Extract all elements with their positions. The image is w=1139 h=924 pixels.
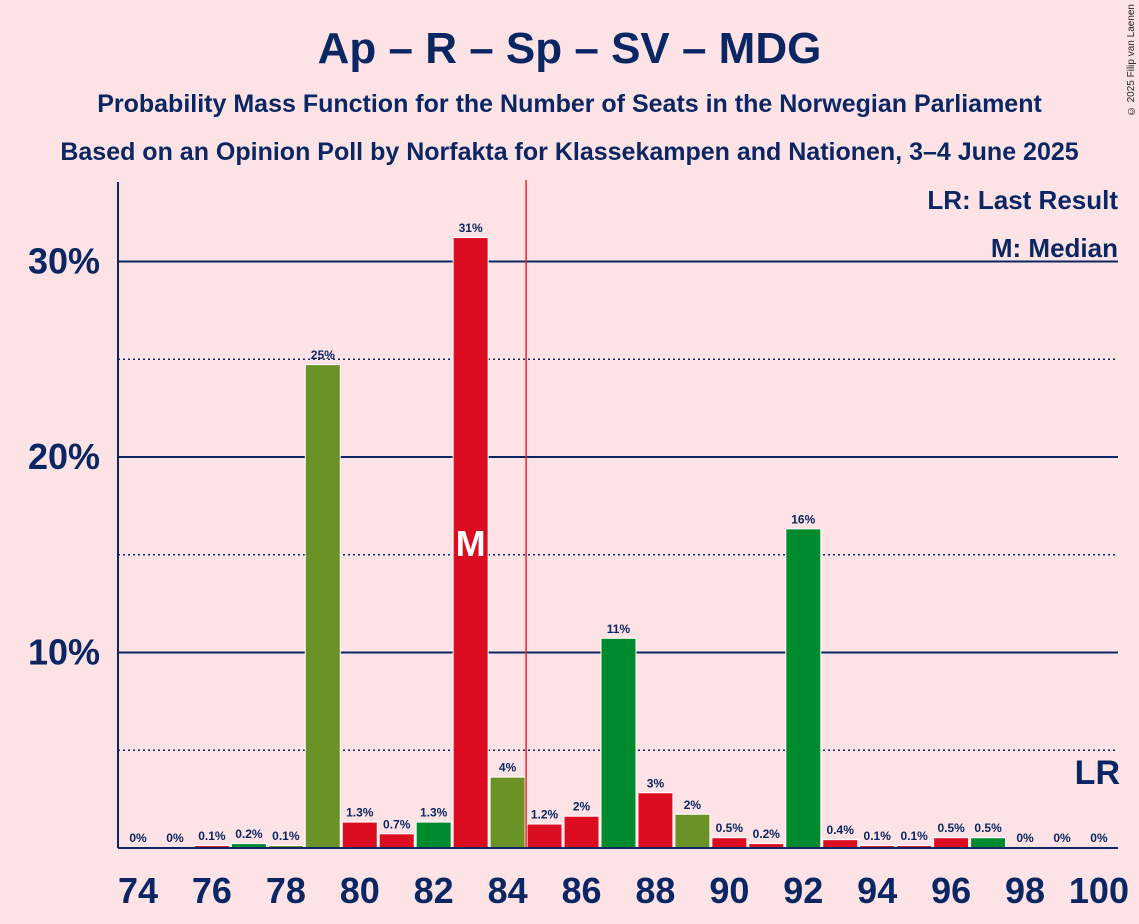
data-label: 1.2%: [531, 808, 559, 822]
data-label: 0.2%: [753, 827, 781, 841]
x-tick-label: 90: [709, 870, 749, 911]
data-label: 0.1%: [900, 829, 928, 843]
data-label: 1.3%: [420, 806, 448, 820]
bar-84: [490, 777, 525, 848]
data-label: 0.1%: [198, 829, 226, 843]
x-tick-label: 98: [1005, 870, 1045, 911]
last-result-marker: LR: [1075, 754, 1120, 792]
y-tick-label: 10%: [28, 632, 100, 673]
bar-86: [564, 816, 599, 848]
bar-92: [786, 529, 821, 848]
x-tick-label: 100: [1069, 870, 1129, 911]
bar-80: [342, 822, 377, 848]
data-label: 3%: [647, 776, 665, 790]
data-label: 0.5%: [937, 821, 965, 835]
bar-85: [527, 824, 562, 848]
data-label: 0.7%: [383, 817, 411, 831]
bar-91: [749, 844, 784, 848]
y-tick-label: 20%: [28, 436, 100, 477]
data-label: 0.1%: [864, 829, 892, 843]
data-label: 2%: [684, 798, 702, 812]
bars: [193, 237, 1007, 849]
y-tick-label: 30%: [28, 241, 100, 282]
data-labels: 0% 0% 0.1% 0.2% 0.1% 25% 1.3% 0.7% 1.3% 31% 4% 1.2%…: [129, 221, 1120, 845]
data-label: 4%: [499, 761, 517, 775]
data-label: 0%: [1016, 831, 1034, 845]
legend-last-result: LR: Last Result: [927, 185, 1118, 215]
x-tick-label: 76: [192, 870, 232, 911]
x-tick-label: 92: [783, 870, 823, 911]
bar-90: [712, 838, 747, 848]
data-label: 0.5%: [716, 821, 744, 835]
x-tick-label: 74: [118, 870, 158, 911]
data-label: 0.1%: [272, 829, 300, 843]
chart-title: Ap – R – Sp – SV – MDG: [317, 24, 822, 73]
chart-subtitle-1: Probability Mass Function for the Number…: [97, 90, 1042, 118]
bar-77: [231, 844, 266, 848]
bar-82: [416, 822, 451, 848]
bar-83: [453, 238, 488, 849]
bar-93: [823, 840, 858, 848]
data-label: 0%: [166, 831, 184, 845]
bar-81: [379, 834, 414, 848]
x-tick-label: 78: [266, 870, 306, 911]
data-label: 0%: [129, 831, 147, 845]
data-label: 16%: [791, 512, 815, 526]
data-label: 11%: [607, 622, 631, 636]
data-label: 0%: [1053, 831, 1071, 845]
x-tick-label: 96: [931, 870, 971, 911]
data-label: 1.3%: [346, 806, 374, 820]
x-tick-label: 88: [635, 870, 675, 911]
bar-79: [305, 365, 340, 848]
data-label: 2%: [573, 800, 591, 814]
data-label: 0.2%: [235, 827, 263, 841]
bar-97: [971, 838, 1006, 848]
bar-96: [934, 838, 969, 848]
axes: 10% 20% 30% 74 76 78 80 82 84 86 88 90 92 94 96 98 100: [28, 180, 1129, 911]
data-label: 0.4%: [827, 823, 855, 837]
x-tick-label: 94: [857, 870, 897, 911]
x-tick-label: 80: [340, 870, 380, 911]
bar-87: [601, 638, 636, 848]
gridlines: [118, 260, 1118, 751]
x-tick-label: 86: [561, 870, 601, 911]
x-tick-label: 82: [414, 870, 454, 911]
data-label: 0.5%: [974, 821, 1002, 835]
chart-subtitle-2: Based on an Opinion Poll by Norfakta for…: [60, 138, 1079, 166]
bar-89: [675, 814, 710, 848]
data-label: 0%: [1090, 831, 1108, 845]
data-label: 25%: [311, 348, 335, 362]
legend-median: M: Median: [991, 233, 1118, 263]
median-marker: M: [456, 523, 486, 564]
bar-88: [638, 793, 673, 848]
data-label: 31%: [459, 221, 483, 235]
x-tick-label: 84: [488, 870, 528, 911]
